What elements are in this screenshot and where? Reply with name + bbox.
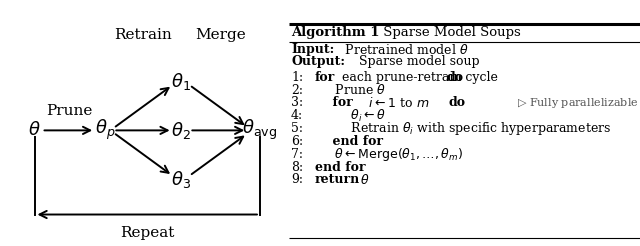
Text: Merge: Merge	[195, 28, 246, 42]
Text: $\theta_2$: $\theta_2$	[171, 120, 191, 141]
Text: $\theta_p$: $\theta_p$	[95, 118, 115, 142]
Text: Repeat: Repeat	[120, 226, 174, 240]
Text: end for: end for	[314, 161, 365, 174]
Text: $\theta$: $\theta$	[28, 121, 41, 139]
Text: Output:: Output:	[291, 55, 345, 68]
Text: 4:: 4:	[291, 109, 303, 122]
Text: Pretrained model $\theta$: Pretrained model $\theta$	[337, 43, 468, 57]
Text: do: do	[449, 96, 466, 109]
Text: Retrain $\theta_i$ with specific hyperparameters: Retrain $\theta_i$ with specific hyperpa…	[314, 120, 611, 137]
Text: $\theta_3$: $\theta_3$	[171, 169, 191, 190]
Text: Prune $\theta$: Prune $\theta$	[314, 83, 386, 97]
Text: $\theta \leftarrow \mathrm{Merge}(\theta_1, \ldots, \theta_m)$: $\theta \leftarrow \mathrm{Merge}(\theta…	[314, 146, 463, 163]
Text: for: for	[314, 71, 335, 84]
Text: do: do	[447, 71, 463, 84]
Text: 9:: 9:	[291, 173, 303, 186]
Text: Sparse model soup: Sparse model soup	[351, 55, 479, 68]
Text: $\theta$: $\theta$	[356, 173, 370, 187]
Text: 2:: 2:	[291, 84, 303, 97]
Text: 7:: 7:	[291, 148, 303, 161]
Text: 6:: 6:	[291, 135, 303, 148]
Text: Algorithm 1: Algorithm 1	[291, 27, 380, 39]
Text: Prune: Prune	[47, 104, 93, 118]
Text: Retrain: Retrain	[114, 28, 172, 42]
Text: each prune-retrain cycle: each prune-retrain cycle	[338, 71, 502, 84]
Text: 3:: 3:	[291, 96, 303, 109]
Text: 5:: 5:	[291, 122, 303, 135]
Text: for: for	[314, 96, 352, 109]
Text: 8:: 8:	[291, 161, 303, 174]
Text: $\triangleright$ Fully parallelizable: $\triangleright$ Fully parallelizable	[517, 96, 639, 110]
Text: Input:: Input:	[291, 43, 334, 56]
Text: end for: end for	[314, 135, 383, 148]
Text: $\theta_\mathrm{avg}$: $\theta_\mathrm{avg}$	[243, 118, 277, 142]
Text: 1:: 1:	[291, 71, 303, 84]
Text: return: return	[314, 173, 360, 186]
Text: $\theta_1$: $\theta_1$	[171, 71, 191, 92]
Text: $i \leftarrow 1$ to $m$: $i \leftarrow 1$ to $m$	[365, 96, 430, 110]
Text: Sparse Model Soups: Sparse Model Soups	[379, 27, 520, 39]
Text: $\theta_i \leftarrow \theta$: $\theta_i \leftarrow \theta$	[314, 108, 385, 124]
